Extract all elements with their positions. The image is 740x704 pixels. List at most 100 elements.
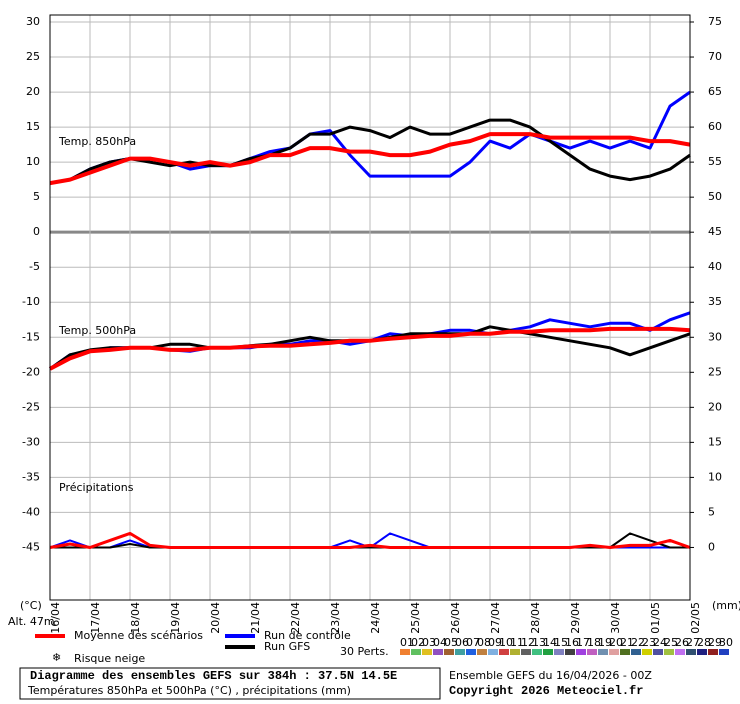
perturbation-number: 28 (697, 636, 711, 649)
perturbation-number: 21 (620, 636, 634, 649)
perturbation-number: 30 (719, 636, 733, 649)
y-tick-label: 20 (26, 85, 40, 98)
x-tick-label: 24/04 (369, 602, 382, 634)
perturbation-number: 14 (543, 636, 557, 649)
x-tick-label: 29/04 (569, 602, 582, 634)
x-tick-label: 02/05 (689, 602, 702, 634)
x-tick-label: 20/04 (209, 602, 222, 634)
perturbation-number: 12 (521, 636, 535, 649)
series-line (49, 326, 691, 371)
perturbation-swatch (719, 649, 729, 655)
panel-label: Temp. 500hPa (58, 324, 136, 337)
perturbation-swatch (620, 649, 630, 655)
y2-tick-label: 55 (708, 155, 722, 168)
legend-label: Run de contrôle (264, 629, 351, 642)
perturbation-number: 24 (653, 636, 667, 649)
y-tick-label: -30 (22, 435, 40, 448)
perturbation-swatch (422, 649, 432, 655)
y2-tick-label: 45 (708, 225, 722, 238)
legend-label: Moyenne des scénarios (74, 629, 203, 642)
source: Ensemble GEFS du 16/04/2026 - 00Z (449, 669, 652, 682)
perturbation-number: 29 (708, 636, 722, 649)
snow-icon: ❄ (52, 651, 61, 664)
x-tick-label: 01/05 (649, 602, 662, 634)
perturbation-number: 15 (554, 636, 568, 649)
perturbation-number: 03 (422, 636, 436, 649)
legend-label: Run GFS (264, 640, 310, 653)
chart-subtitle: Températures 850hPa et 500hPa (°C) , pré… (27, 684, 351, 697)
x-tick-label: 26/04 (449, 602, 462, 634)
perturbation-swatch (675, 649, 685, 655)
y-tick-label: 30 (26, 15, 40, 28)
perturbation-swatch (400, 649, 410, 655)
x-tick-label: 18/04 (129, 602, 142, 634)
perturbation-swatch (686, 649, 696, 655)
perturbation-swatch (598, 649, 608, 655)
perturbation-number: 09 (488, 636, 502, 649)
y-tick-label: -15 (22, 330, 40, 343)
panel-label: Précipitations (59, 481, 134, 494)
y2-tick-label: 50 (708, 190, 722, 203)
perturbation-number: 20 (609, 636, 623, 649)
x-tick-label: 22/04 (289, 602, 302, 634)
legend: Moyenne des scénarios Run de contrôleRun … (35, 629, 351, 653)
lines (49, 90, 691, 549)
perturbation-swatch (587, 649, 597, 655)
y-tick-label: 25 (26, 50, 40, 63)
x-tick-label: 25/04 (409, 602, 422, 634)
perturbation-number: 27 (686, 636, 700, 649)
perturbation-number: 22 (631, 636, 645, 649)
perturbation-swatch (444, 649, 454, 655)
y-axis-label: (°C) (20, 599, 42, 612)
perturbation-swatch (576, 649, 586, 655)
title-box (19, 667, 441, 700)
chart-title: Diagramme des ensembles GEFS sur 384h : … (30, 669, 397, 683)
perturbation-swatch (565, 649, 575, 655)
panel-label: Temp. 850hPa (58, 135, 136, 148)
x-tick-label: 23/04 (329, 602, 342, 634)
y2-tick-label: 0 (708, 540, 715, 553)
perturbation-number: 04 (433, 636, 447, 649)
y-tick-label: 15 (26, 120, 40, 133)
series-line (49, 118, 691, 185)
perturbation-swatch (642, 649, 652, 655)
perturbation-number: 23 (642, 636, 656, 649)
y2-tick-label: 25 (708, 365, 722, 378)
perturbation-number: 26 (675, 636, 689, 649)
perturbation-number: 25 (664, 636, 678, 649)
y2-tick-label: 75 (708, 15, 722, 28)
perturbation-swatch (631, 649, 641, 655)
perturbation-number: 13 (532, 636, 546, 649)
y2-tick-label: 40 (708, 260, 722, 273)
x-tick-label: 28/04 (529, 602, 542, 634)
y2-tick-label: 65 (708, 85, 722, 98)
perturbation-swatch (477, 649, 487, 655)
perturbation-number: 19 (598, 636, 612, 649)
perturbation-swatch (554, 649, 564, 655)
x-tick-label: 19/04 (169, 602, 182, 634)
y-tick-label: 5 (33, 190, 40, 203)
perturbation-number: 02 (411, 636, 425, 649)
y2-tick-label: 35 (708, 295, 722, 308)
altitude: Alt. 47m (8, 615, 55, 628)
y-tick-label: -5 (29, 260, 40, 273)
y-tick-label: -40 (22, 505, 40, 518)
y-tick-label: -10 (22, 295, 40, 308)
perturbation-number: 16 (565, 636, 579, 649)
perturbation-swatch (411, 649, 421, 655)
perturbation-number: 01 (400, 636, 414, 649)
y2-tick-label: 30 (708, 330, 722, 343)
perturbation-number: 17 (576, 636, 590, 649)
perturbation-number: 07 (466, 636, 480, 649)
y-tick-label: -35 (22, 470, 40, 483)
x-tick-label: 27/04 (489, 602, 502, 634)
y2-tick-label: 70 (708, 50, 722, 63)
perturbation-swatch (664, 649, 674, 655)
y-tick-label: 0 (33, 225, 40, 238)
perturbation-swatch (488, 649, 498, 655)
plot-frame (49, 14, 691, 601)
x-tick-label: 21/04 (249, 602, 262, 634)
perturbation-swatch (708, 649, 718, 655)
perturbation-number: 10 (499, 636, 513, 649)
